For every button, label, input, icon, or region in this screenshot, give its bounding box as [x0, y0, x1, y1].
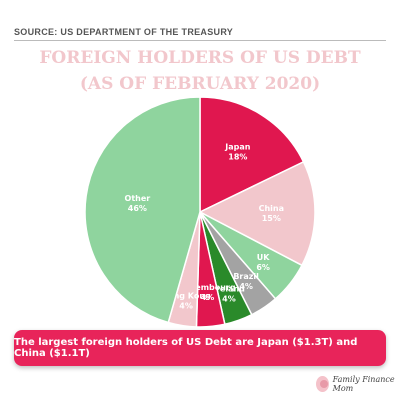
piggy-bank-icon [316, 376, 329, 392]
slice-label-hong-kong: Hong Kong [161, 292, 211, 301]
slice-label-china: China [259, 204, 284, 213]
slice-value-other: 46% [128, 204, 147, 213]
source-note: SOURCE: US DEPARTMENT OF THE TREASURY [14, 27, 234, 37]
summary-banner-text: The largest foreign holders of US Debt a… [14, 337, 358, 359]
pie-slice-china [198, 160, 316, 267]
chart-title-line-2: (AS OF FEBRUARY 2020) [79, 74, 321, 94]
slice-value-ireland: 4% [222, 294, 236, 303]
pie-slice-japan [199, 96, 305, 214]
pie-slice-other [84, 96, 201, 324]
slice-label-ireland: Ireland [213, 284, 245, 293]
slice-value-brazil: 4% [239, 282, 253, 291]
slice-value-luxembourg: 4% [201, 293, 215, 302]
chart-title-line-1: FOREIGN HOLDERS OF US DEBT [39, 48, 361, 68]
slice-label-brazil: Brazil [233, 272, 259, 281]
brand-logo: Family Finance Mom [316, 375, 400, 393]
source-divider [14, 40, 386, 41]
summary-banner: The largest foreign holders of US Debt a… [14, 330, 386, 366]
brand-name: Family Finance Mom [332, 375, 395, 393]
slice-value-hong-kong: 4% [179, 302, 193, 311]
slice-label-other: Other [125, 194, 151, 203]
slice-value-china: 15% [262, 214, 281, 223]
slice-value-japan: 18% [228, 153, 247, 162]
slice-value-uk: 6% [256, 263, 270, 272]
slice-label-luxembourg: Luxembourg [179, 283, 236, 292]
slice-label-japan: Japan [224, 143, 251, 152]
slice-label-uk: UK [257, 253, 270, 262]
